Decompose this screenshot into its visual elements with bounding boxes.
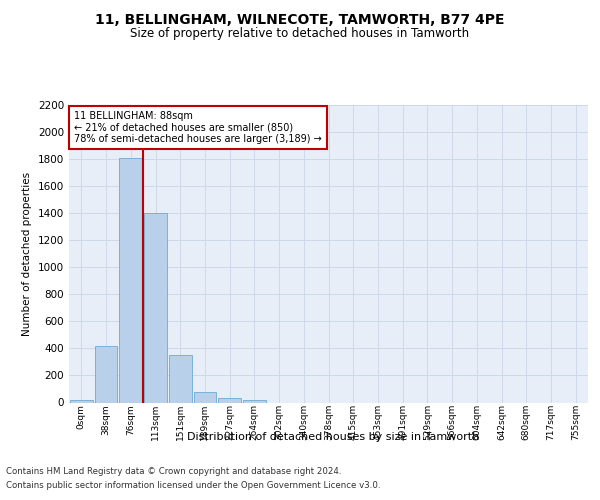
Text: 11, BELLINGHAM, WILNECOTE, TAMWORTH, B77 4PE: 11, BELLINGHAM, WILNECOTE, TAMWORTH, B77… [95,12,505,26]
Bar [70,400,93,402]
Bar [218,398,241,402]
Text: Size of property relative to detached houses in Tamworth: Size of property relative to detached ho… [130,28,470,40]
Text: 11 BELLINGHAM: 88sqm
← 21% of detached houses are smaller (850)
78% of semi-deta: 11 BELLINGHAM: 88sqm ← 21% of detached h… [74,111,322,144]
Bar [119,158,142,402]
Bar [169,355,191,403]
Y-axis label: Number of detached properties: Number of detached properties [22,172,32,336]
Bar [144,213,167,402]
Text: Contains HM Land Registry data © Crown copyright and database right 2024.: Contains HM Land Registry data © Crown c… [6,468,341,476]
Text: Contains public sector information licensed under the Open Government Licence v3: Contains public sector information licen… [6,481,380,490]
Text: Distribution of detached houses by size in Tamworth: Distribution of detached houses by size … [187,432,479,442]
Bar [243,400,266,402]
Bar [194,392,216,402]
Bar [95,346,118,403]
